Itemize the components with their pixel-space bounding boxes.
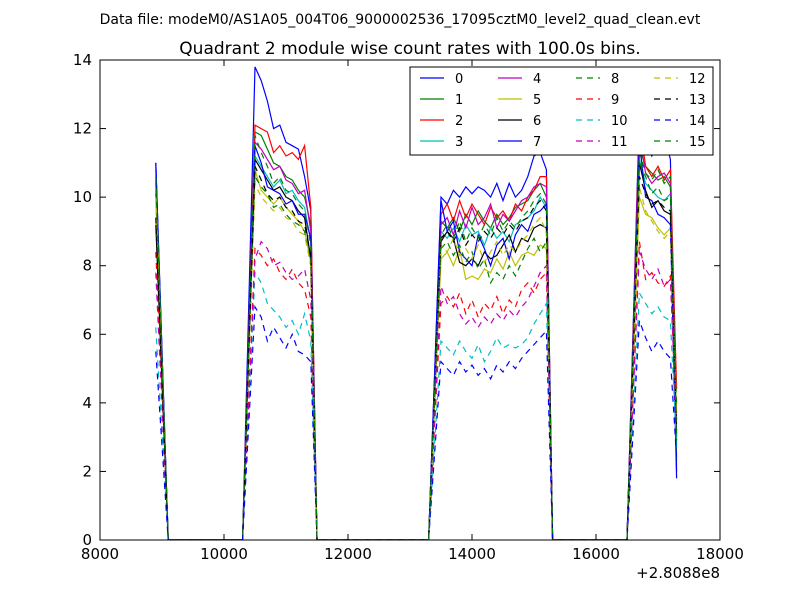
series-line-15 <box>155 135 678 540</box>
legend-label-12: 12 <box>689 72 706 87</box>
legend-label-7: 7 <box>533 135 541 150</box>
legend-label-5: 5 <box>533 93 541 108</box>
series-line-4 <box>155 135 678 540</box>
series-line-10 <box>155 270 678 540</box>
figure-suptitle: Data file: modeM0/AS1A05_004T06_90000025… <box>100 12 701 28</box>
series-line-11 <box>155 240 678 540</box>
y-tick-label: 2 <box>82 462 92 480</box>
x-axis: 8000 10000 12000 14000 16000 18000 <box>81 60 744 563</box>
x-tick-label: 18000 <box>696 545 744 563</box>
series-line-13 <box>155 166 678 540</box>
chart-title: Quadrant 2 module wise count rates with … <box>179 39 640 59</box>
series-line-3 <box>155 153 678 540</box>
x-tick-label: 10000 <box>200 545 248 563</box>
y-tick-label: 10 <box>73 188 92 206</box>
legend-label-10: 10 <box>611 114 628 129</box>
series-line-5 <box>155 169 678 540</box>
y-tick-label: 14 <box>73 51 92 69</box>
x-tick-label: 14000 <box>448 545 496 563</box>
series-line-1 <box>155 131 678 540</box>
legend-label-9: 9 <box>611 93 619 108</box>
y-tick-label: 8 <box>82 257 92 275</box>
plot-lines <box>155 66 678 540</box>
x-tick-label: 12000 <box>324 545 372 563</box>
legend-label-3: 3 <box>455 135 463 150</box>
legend-label-11: 11 <box>611 135 628 150</box>
legend-label-0: 0 <box>455 72 463 87</box>
y-tick-label: 0 <box>82 531 92 549</box>
series-line-14 <box>155 304 678 540</box>
series-line-7 <box>155 142 678 540</box>
x-tick-label: 16000 <box>572 545 620 563</box>
series-line-6 <box>155 157 678 540</box>
series-line-8 <box>155 162 678 540</box>
plot-frame <box>99 59 721 541</box>
series-line-9 <box>155 241 678 540</box>
x-offset-label: +2.8088e8 <box>636 564 720 582</box>
legend-label-14: 14 <box>689 114 706 129</box>
legend-label-13: 13 <box>689 93 706 108</box>
legend-frame <box>409 66 714 156</box>
x-tick-label: 8000 <box>81 545 119 563</box>
legend-label-15: 15 <box>689 135 706 150</box>
legend-label-6: 6 <box>533 114 541 129</box>
y-tick-label: 6 <box>82 325 92 343</box>
legend-label-1: 1 <box>455 93 463 108</box>
y-tick-label: 4 <box>82 394 92 412</box>
series-line-12 <box>155 183 678 540</box>
series-line-2 <box>155 121 678 540</box>
y-tick-label: 12 <box>73 120 92 138</box>
legend-label-2: 2 <box>455 114 463 129</box>
legend-label-8: 8 <box>611 72 619 87</box>
legend-label-4: 4 <box>533 72 541 87</box>
